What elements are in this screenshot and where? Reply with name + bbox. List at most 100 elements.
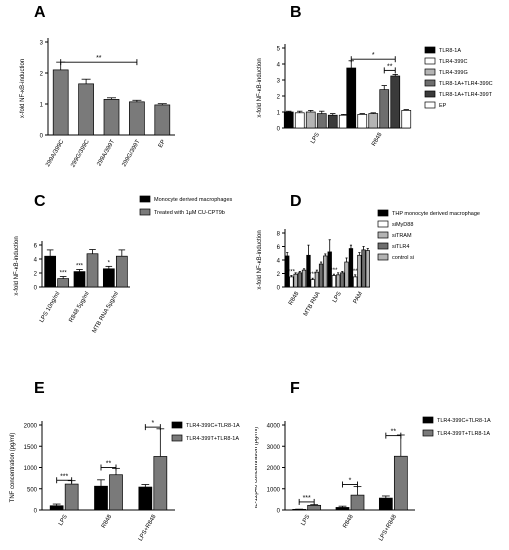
panel-letter-a: A — [34, 4, 46, 21]
y-tick-label: 1000 — [24, 466, 38, 472]
legend-label: Treated with 1µM CU-CPT9b — [154, 210, 225, 216]
bar — [154, 104, 171, 136]
y-tick-label: 2000 — [267, 466, 281, 472]
significance-label: * — [349, 478, 352, 485]
bar — [86, 253, 99, 288]
bar — [294, 112, 305, 129]
bar — [153, 456, 168, 511]
panel-letter-b: B — [290, 4, 302, 21]
significance-label: *** — [309, 272, 317, 278]
legend-swatch — [424, 79, 436, 87]
legend-label: TLR8-1A+TLR4-399C — [439, 81, 493, 87]
panel-letter-f: F — [290, 380, 300, 397]
legend-swatch — [171, 434, 183, 442]
bar — [129, 101, 145, 136]
x-tick-label: 299G/399C — [70, 138, 91, 168]
legend-swatch — [377, 242, 389, 250]
chart-panel-c: 0 2 4 6 x-fold NF-κB-induction LPS 10ng/ml R84… — [14, 195, 233, 334]
significance-label: *** — [60, 271, 68, 277]
legend-swatch — [422, 429, 434, 437]
y-tick-label: 1 — [277, 111, 281, 117]
legend-swatch — [377, 209, 389, 217]
y-tick-label: 6 — [34, 244, 38, 250]
y-tick-label: 4 — [34, 258, 38, 264]
y-axis-label: IL-12p40 concentration (pg/ml) — [255, 427, 259, 509]
x-tick-label: LPS — [301, 514, 312, 527]
x-tick-label: LPS+R848 — [378, 513, 398, 542]
y-axis-label: x-fold NF-κB-induction — [14, 236, 20, 295]
y-tick-label: 2 — [277, 272, 281, 278]
significance-label: *** — [288, 270, 296, 276]
legend-label: TLR4-399C+TLR8-1A — [437, 418, 491, 424]
bar — [109, 474, 123, 511]
legend-swatch — [139, 195, 151, 203]
bar — [331, 275, 337, 288]
chart-panel-d: 0 2 4 6 8 x-fold NF-κB-induction R848 MTB RNA LP… — [257, 209, 480, 317]
legend-label: siMyD88 — [392, 222, 413, 228]
bar — [390, 75, 401, 129]
significance-label: * — [108, 260, 111, 266]
legend-label: siTRAM — [392, 233, 412, 239]
bar — [327, 114, 338, 129]
significance-label: ** — [391, 429, 397, 436]
bar — [365, 250, 370, 288]
bar — [52, 69, 69, 136]
y-tick-label: 1500 — [24, 445, 38, 451]
bar — [357, 254, 362, 288]
bar — [357, 114, 368, 129]
significance-label: * — [372, 52, 375, 59]
bar — [57, 278, 70, 288]
bar — [353, 276, 358, 288]
legend-label: TLR4-399T+TLR8-1A — [437, 431, 490, 437]
chart-panel-e: 0 500 1000 1500 2000 TNF concentration (pg/ml… — [10, 420, 240, 542]
significance-label: ** — [387, 63, 393, 70]
legend-swatch — [424, 90, 436, 98]
x-tick-label: MTB RNA 5µg/ml — [92, 291, 120, 334]
significance-label: * — [151, 420, 154, 427]
bar — [310, 279, 315, 288]
chart-panel-b: 0 1 2 3 4 5 x-fold NF-κB-induction LPS R848 TLR8-… — [257, 44, 493, 147]
legend-swatch — [171, 421, 183, 429]
y-tick-label: 2 — [277, 95, 281, 101]
bar — [64, 483, 79, 511]
legend-label: TLR4-399C — [439, 59, 467, 65]
bar — [138, 486, 153, 511]
legend-swatch — [377, 231, 389, 239]
x-tick-label: LPS+R848 — [138, 513, 158, 542]
bar — [368, 113, 379, 129]
significance-label: *** — [330, 268, 338, 274]
significance-label: ** — [353, 269, 358, 275]
significance-label: *** — [76, 264, 84, 270]
bar — [323, 255, 328, 288]
y-tick-label: 5 — [277, 47, 281, 53]
x-tick-label: R848 — [101, 513, 114, 529]
bar — [293, 273, 298, 288]
legend-label: TLR4-399C+TLR8-1A — [186, 423, 240, 429]
x-tick-label: R848 — [342, 513, 355, 529]
legend-label: Monocyte derived macrophages — [154, 197, 233, 203]
legend-swatch — [424, 68, 436, 76]
x-tick-label: R848 5µg/ml — [68, 291, 90, 324]
panel-letter-c: C — [34, 193, 46, 210]
y-tick-label: 2 — [40, 72, 44, 78]
legend-swatch — [424, 46, 436, 54]
y-axis-label: TNF concentration (pg/ml) — [10, 433, 16, 503]
bar — [316, 113, 327, 129]
bar — [401, 110, 412, 129]
bar — [379, 89, 390, 129]
x-tick-label: LPS — [310, 132, 321, 145]
bar — [73, 271, 86, 288]
bar — [305, 111, 316, 129]
bar — [94, 485, 108, 511]
y-tick-label: 4 — [277, 259, 281, 265]
legend-label: TLR4-399G — [439, 70, 468, 76]
bar — [307, 504, 322, 511]
bar — [318, 263, 324, 288]
significance-label: ** — [106, 461, 112, 468]
bar — [102, 268, 115, 288]
legend-label: control si — [392, 255, 414, 261]
y-tick-label: 8 — [277, 232, 281, 238]
legend-label: TLR4-399T+TLR8-1A — [186, 436, 239, 442]
legend-label: THP monocyte derived macrophage — [392, 211, 480, 217]
